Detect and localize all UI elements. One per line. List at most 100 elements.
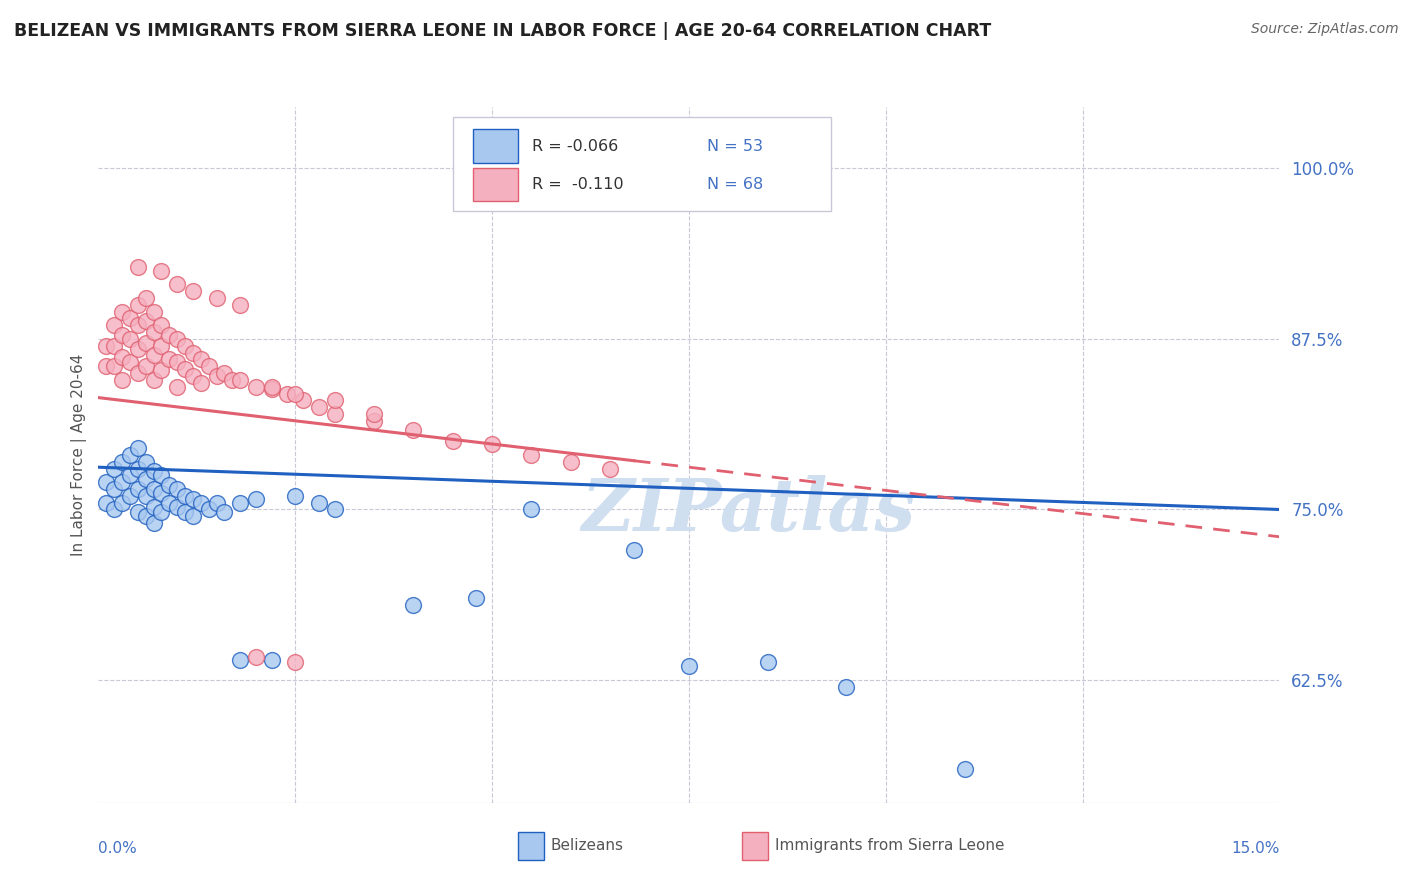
Point (135, 455, 157, 469)
Point (111, 327, 134, 342)
Point (127, 441, 149, 455)
Point (197, 502, 219, 516)
Point (229, 652, 252, 666)
Bar (517, 832, 544, 860)
Text: R =  -0.110: R = -0.110 (531, 177, 623, 192)
Point (150, 468, 173, 483)
Text: Immigrants from Sierra Leone: Immigrants from Sierra Leone (775, 838, 1005, 854)
Point (127, 298, 149, 312)
Text: 15.0%: 15.0% (1232, 841, 1279, 856)
Point (323, 407, 346, 421)
Point (166, 277, 188, 292)
Point (142, 482, 165, 496)
Point (599, 461, 621, 475)
Point (96, 339, 118, 353)
Point (323, 393, 346, 408)
Point (197, 359, 219, 374)
Point (245, 491, 267, 506)
Point (284, 386, 307, 401)
Point (292, 393, 315, 408)
Point (181, 491, 204, 506)
Point (135, 314, 157, 328)
Point (181, 345, 204, 359)
Point (245, 649, 267, 664)
Point (142, 304, 165, 318)
Bar (472, 168, 517, 201)
Point (260, 652, 283, 666)
Point (284, 655, 307, 669)
Point (229, 496, 252, 510)
Bar (742, 832, 768, 860)
Point (96, 496, 118, 510)
Point (127, 260, 149, 274)
Point (135, 509, 157, 524)
Text: N = 53: N = 53 (707, 138, 762, 153)
Point (111, 455, 134, 469)
Point (678, 659, 700, 673)
Point (103, 318, 125, 333)
Point (135, 359, 157, 374)
Point (441, 434, 464, 449)
Point (142, 348, 165, 362)
Point (953, 762, 976, 776)
Point (756, 655, 779, 669)
Point (150, 505, 173, 519)
Point (111, 304, 134, 318)
Point (190, 496, 212, 510)
Point (174, 505, 197, 519)
Point (135, 473, 157, 487)
Point (142, 516, 165, 530)
Point (103, 461, 125, 475)
Point (118, 355, 141, 369)
Text: N = 68: N = 68 (707, 177, 763, 192)
Point (214, 505, 236, 519)
Point (103, 359, 125, 374)
Point (308, 400, 330, 414)
Point (229, 373, 252, 387)
Text: Belizeans: Belizeans (551, 838, 624, 854)
Point (135, 489, 157, 503)
Point (229, 298, 252, 312)
Point (157, 352, 180, 367)
Point (245, 380, 267, 394)
Text: ZIPatlas: ZIPatlas (581, 475, 915, 546)
Point (520, 448, 543, 462)
Point (166, 500, 188, 514)
Point (363, 407, 385, 421)
Point (481, 437, 503, 451)
Point (157, 478, 180, 492)
Point (142, 500, 165, 514)
Point (205, 368, 228, 383)
Point (214, 366, 236, 380)
Point (111, 496, 134, 510)
Bar (472, 129, 517, 162)
Point (260, 383, 283, 397)
Point (118, 311, 141, 326)
Point (308, 496, 330, 510)
Point (150, 486, 173, 500)
Point (118, 448, 141, 462)
Point (150, 363, 173, 377)
Point (174, 362, 197, 376)
Point (465, 591, 488, 606)
Point (166, 380, 188, 394)
Point (166, 482, 188, 496)
Point (150, 339, 173, 353)
Point (150, 318, 173, 333)
Point (135, 291, 157, 305)
Point (166, 355, 188, 369)
Point (323, 502, 346, 516)
Point (260, 380, 283, 394)
Point (96, 359, 118, 374)
Point (142, 464, 165, 478)
Point (118, 468, 141, 483)
Point (127, 342, 149, 356)
Text: R = -0.066: R = -0.066 (531, 138, 619, 153)
Point (205, 291, 228, 305)
Point (284, 489, 307, 503)
Point (127, 461, 149, 475)
Text: Source: ZipAtlas.com: Source: ZipAtlas.com (1251, 22, 1399, 37)
Point (221, 373, 243, 387)
FancyBboxPatch shape (453, 118, 831, 211)
Point (103, 482, 125, 496)
